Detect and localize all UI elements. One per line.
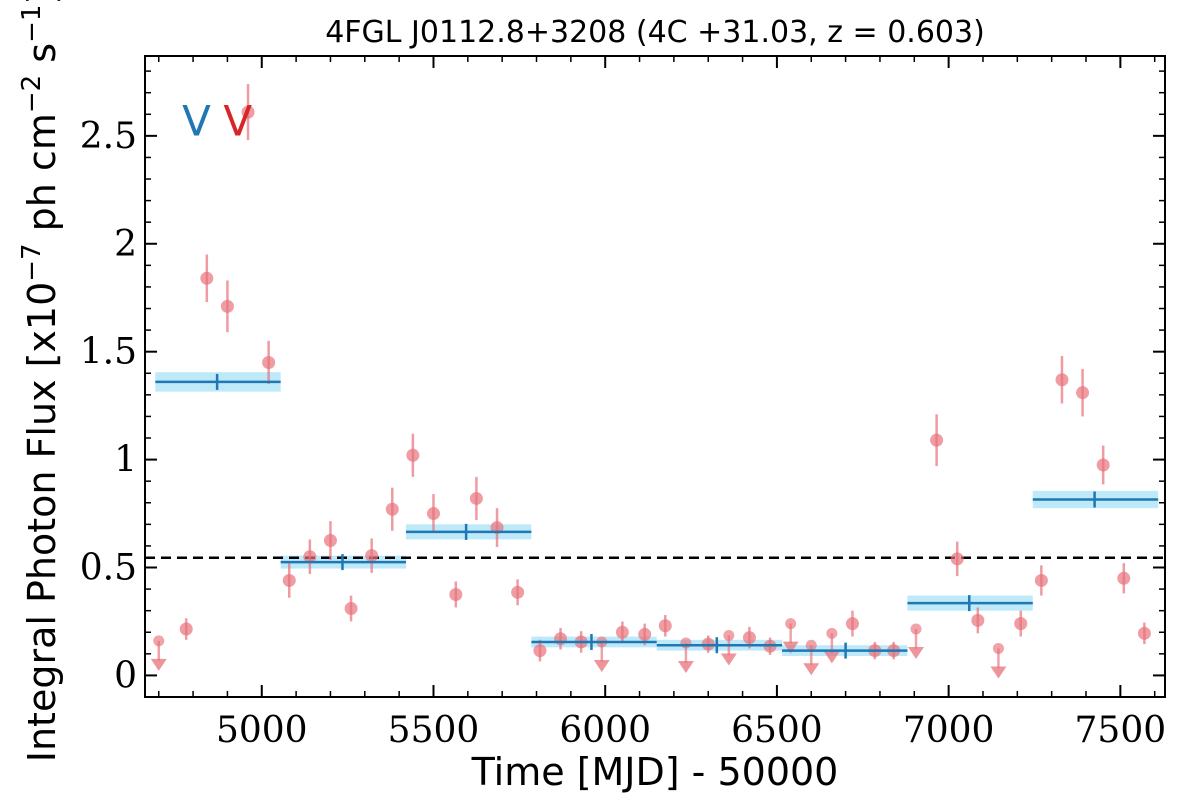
data-point-35: [1076, 386, 1090, 400]
data-point-22: [658, 619, 672, 633]
y-tick-label-1: 0.5: [80, 548, 137, 589]
chart-title: 4FGL J0112.8+3208 (4C +31.03, z = 0.603): [325, 15, 985, 50]
y-axis-label-exp1: −7: [17, 243, 47, 281]
data-point-38: [1137, 626, 1151, 640]
upper-limit-arrow-1: [593, 659, 610, 672]
data-point-14: [469, 491, 483, 505]
x-tick-label-2: 6000: [559, 710, 651, 751]
y-axis-label-mid: ph cm: [20, 113, 64, 243]
x-tick-label-5: 7500: [1075, 710, 1167, 751]
data-point-13: [449, 587, 463, 601]
y-axis-label: Integral Photon Flux [x10−7 ph cm−2 s−1]: [17, 0, 64, 762]
data-point-3: [241, 105, 255, 119]
data-point-6: [303, 550, 317, 564]
data-point-30: [950, 552, 964, 566]
event-marker-0: V: [182, 97, 211, 146]
event-marker-1: V: [223, 97, 252, 146]
data-point-5: [282, 573, 296, 587]
data-point-11: [406, 448, 420, 462]
bin-lines: [155, 373, 1159, 659]
plot-area: [145, 56, 1165, 697]
x-tick-labels: 5000 5500 6000 6500 7000 7500: [216, 710, 1166, 751]
x-tick-label-1: 5500: [388, 710, 480, 751]
data-point-1: [200, 271, 214, 285]
upper-limit-arrow-0: [150, 658, 167, 671]
y-tick-label-5: 2.5: [80, 116, 137, 157]
data-point-33: [1034, 573, 1048, 587]
data-point-24: [742, 631, 756, 645]
upper-limits: [150, 618, 1007, 679]
upper-limit-arrow-4: [782, 641, 799, 654]
data-point-9: [365, 549, 379, 563]
x-axis-label: Time [MJD] - 50000: [471, 750, 839, 794]
x-tick-label-4: 7000: [903, 710, 995, 751]
data-point-4: [262, 355, 276, 369]
data-point-17: [533, 644, 547, 658]
upper-limit-arrow-8: [990, 666, 1007, 679]
upper-limit-arrow-2: [677, 661, 694, 674]
y-axis-label-mid2: s: [20, 43, 64, 75]
upper-limit-arrow-3: [720, 653, 737, 666]
data-point-29: [930, 433, 944, 447]
data-point-0: [179, 622, 193, 636]
upper-limit-arrow-7: [908, 647, 925, 660]
y-tick-label-3: 1.5: [80, 332, 137, 373]
data-point-20: [615, 625, 629, 639]
data-point-10: [385, 502, 399, 516]
x-tick-label-0: 5000: [216, 710, 308, 751]
data-point-31: [971, 613, 985, 627]
data-point-21: [638, 627, 652, 641]
y-tick-labels: 0 0.5 1 1.5 2 2.5: [80, 116, 137, 697]
x-tick-label-3: 6500: [731, 710, 823, 751]
data-point-7: [323, 534, 337, 548]
data-point-26: [845, 617, 859, 631]
data-point-36: [1096, 458, 1110, 472]
data-point-2: [220, 299, 234, 313]
y-tick-label-2: 1: [114, 440, 137, 481]
data-point-16: [511, 585, 525, 599]
data-point-34: [1055, 373, 1069, 387]
y-tick-label-0: 0: [114, 655, 137, 696]
data-point-37: [1117, 571, 1131, 585]
y-axis-label-exp3: −1: [17, 5, 47, 43]
y-axis-label-exp2: −2: [17, 75, 47, 113]
y-axis-label-prefix: Integral Photon Flux [x10: [20, 282, 64, 763]
data-point-18: [554, 632, 568, 646]
plot-frame: [144, 55, 1166, 698]
y-axis-label-suffix: ]: [20, 0, 64, 5]
y-tick-label-4: 2: [114, 224, 137, 265]
data-point-32: [1014, 617, 1028, 631]
data-point-12: [426, 507, 440, 521]
upper-limit-arrow-5: [803, 663, 820, 676]
data-point-8: [344, 602, 358, 616]
upper-limit-arrow-6: [823, 651, 840, 664]
